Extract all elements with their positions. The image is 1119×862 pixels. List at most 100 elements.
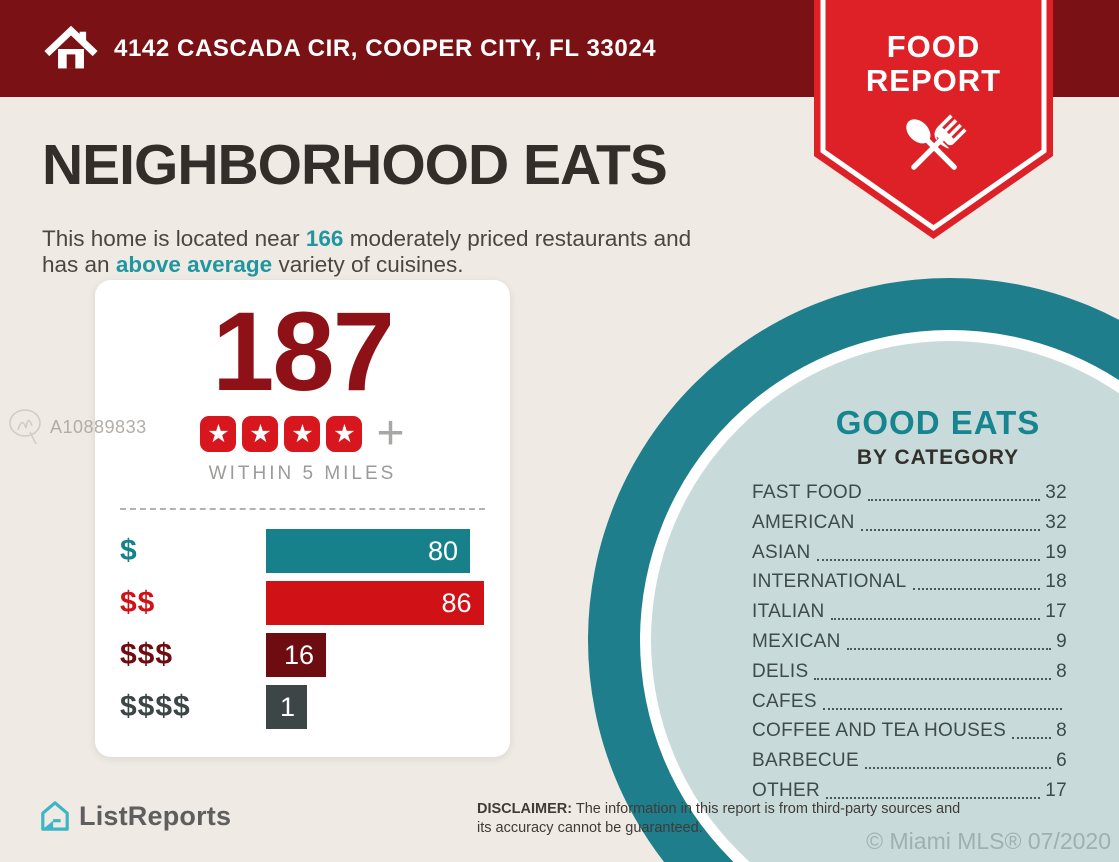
- category-label: BARBECUE: [752, 750, 859, 772]
- dot-leader: [814, 677, 1052, 680]
- category-value: 9: [1056, 630, 1067, 652]
- dot-leader: [830, 618, 1041, 621]
- good-eats-subtitle: BY CATEGORY: [856, 446, 1020, 469]
- intro-paragraph: This home is located near 166 moderately…: [42, 226, 812, 279]
- category-value: 17: [1045, 779, 1067, 801]
- category-label: ASIAN: [752, 541, 811, 563]
- brand-name: ListReports: [79, 800, 232, 831]
- spoon-fork-icon: [906, 114, 967, 170]
- star-icon: ★: [200, 416, 237, 452]
- mls-logo-watermark-icon: [9, 409, 41, 445]
- category-value: 19: [1045, 541, 1067, 563]
- food-report-ribbon: FOOD REPORT: [814, 0, 1053, 241]
- star-rating: ★ ★ ★ ★: [200, 416, 363, 452]
- category-row: BARBECUE 6: [752, 750, 1067, 772]
- category-label: INTERNATIONAL: [752, 571, 907, 593]
- category-label: FAST FOOD: [752, 482, 863, 503]
- category-label: AMERICAN: [752, 511, 855, 533]
- page-title: NEIGHBORHOOD EATS: [42, 133, 668, 197]
- bar-value: 86: [441, 587, 472, 618]
- star-icon: ★: [284, 416, 321, 452]
- category-row: ASIAN 19: [752, 541, 1067, 564]
- dot-leader: [816, 558, 1041, 561]
- price-tier-row: $$$ 16: [120, 633, 510, 677]
- category-value: 18: [1045, 571, 1067, 593]
- dot-leader: [868, 499, 1041, 501]
- dot-leader: [822, 707, 1062, 710]
- dot-leader: [846, 647, 1052, 650]
- stats-card: 187 ★ ★ ★ ★ + WITHIN 5 MILES $ 80 $$ 86 $$$…: [95, 280, 510, 757]
- tier-label: $$: [120, 586, 156, 619]
- disclaimer-text: The information in this report is from t…: [477, 801, 961, 836]
- bar: 16: [266, 633, 326, 677]
- category-row: DELIS 8: [752, 660, 1067, 683]
- category-label: DELIS: [752, 660, 809, 682]
- bar-value: 80: [427, 535, 458, 566]
- restaurant-count-inline: 166: [305, 225, 344, 251]
- listreports-logo-icon: [41, 801, 69, 831]
- price-tier-chart: $ 80 $$ 86 $$$ 16 $$$$ 1: [95, 529, 510, 729]
- listreports-brand: ListReports: [40, 800, 231, 832]
- bar: 86: [266, 581, 484, 625]
- dot-leader: [912, 588, 1041, 591]
- star-icon: ★: [242, 416, 279, 452]
- category-value: 8: [1056, 660, 1067, 682]
- radius-label: WITHIN 5 MILES: [208, 463, 397, 484]
- mls-watermark: A10889833: [8, 408, 147, 446]
- category-list: FAST FOOD 32 AMERICAN 32 ASIAN 19 INTERNATI…: [752, 482, 1067, 812]
- plus-sign: +: [376, 407, 405, 460]
- category-value: 6: [1056, 750, 1067, 772]
- intro-highlight: above average: [115, 252, 273, 277]
- bar: 1: [266, 685, 307, 729]
- category-row: ITALIAN 17: [752, 601, 1067, 623]
- ribbon-shape: [814, 0, 1053, 239]
- intro-seg3: has an: [42, 252, 110, 277]
- bar-value: 16: [283, 639, 314, 670]
- category-row: MEXICAN 9: [752, 630, 1067, 653]
- star-icon: ★: [326, 416, 363, 452]
- category-label: MEXICAN: [752, 630, 841, 652]
- category-label: CAFES: [752, 690, 817, 712]
- disclaimer-label: DISCLAIMER:: [477, 801, 573, 817]
- category-value: 17: [1045, 601, 1067, 623]
- bar: 80: [266, 529, 470, 573]
- property-address: 4142 CASCADA CIR, COOPER CITY, FL 33024: [114, 34, 657, 62]
- tier-label: $: [120, 534, 138, 567]
- category-row: FAST FOOD 32: [752, 482, 1067, 504]
- category-value: 32: [1045, 482, 1067, 503]
- circle-white-ring: [640, 330, 1119, 862]
- category-label: ITALIAN: [752, 601, 825, 623]
- dashed-divider: [120, 508, 485, 510]
- price-tier-row: $$$$ 1: [120, 685, 510, 729]
- dot-leader: [860, 528, 1041, 531]
- ribbon-line1: FOOD: [886, 29, 981, 64]
- category-row: INTERNATIONAL 18: [752, 571, 1067, 593]
- category-value: 32: [1045, 511, 1067, 533]
- intro-seg4: variety of cuisines.: [278, 252, 464, 277]
- tier-label: $$$: [120, 638, 174, 671]
- dot-leader: [864, 767, 1052, 770]
- disclaimer: DISCLAIMER: The information in this repo…: [477, 800, 977, 838]
- category-label: OTHER: [752, 779, 820, 801]
- intro-seg1: This home is located near: [42, 225, 300, 251]
- dot-leader: [826, 796, 1041, 799]
- good-eats-title: GOOD EATS: [835, 404, 1041, 441]
- home-icon: [44, 25, 98, 69]
- bar-value: 1: [279, 691, 295, 722]
- good-eats-header: GOOD EATS BY CATEGORY: [763, 404, 1113, 470]
- ribbon-line2: REPORT: [865, 63, 1002, 98]
- star-rating-row: ★ ★ ★ ★ +: [95, 407, 510, 460]
- category-row: COFFEE AND TEA HOUSES 8: [752, 720, 1067, 742]
- mls-credit-watermark: © Miami MLS® 07/2020: [866, 828, 1111, 854]
- category-value: 8: [1056, 720, 1067, 742]
- category-label: COFFEE AND TEA HOUSES: [752, 720, 1007, 742]
- category-row: OTHER 17: [752, 779, 1067, 802]
- mls-id-text: A10889833: [50, 416, 147, 437]
- good-eats-circle: [588, 278, 1119, 862]
- category-row: AMERICAN 32: [752, 511, 1067, 534]
- dot-leader: [1012, 737, 1052, 740]
- price-tier-row: $$ 86: [120, 581, 510, 625]
- intro-seg2: moderately priced restaurants and: [349, 225, 692, 251]
- ribbon-title: FOOD REPORT: [814, 30, 1053, 98]
